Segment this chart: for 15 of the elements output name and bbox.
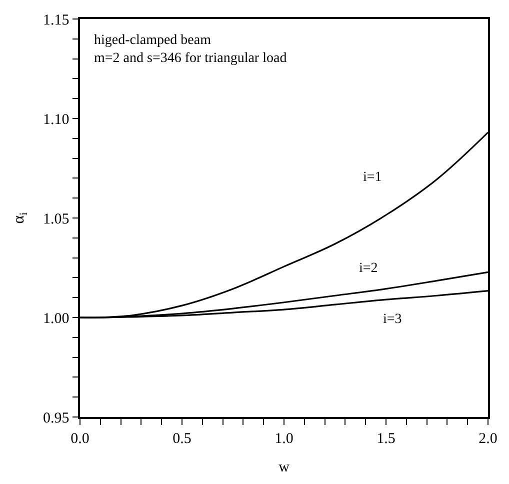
annotation: higed-clamped beam m=2 and s=346 for triangular load — [94, 33, 287, 66]
y-tick-label: 1.00 — [43, 310, 70, 327]
y-tick-label: 1.15 — [43, 12, 70, 28]
y-tick-label: 0.95 — [43, 410, 70, 426]
x-tick-label: 0.5 — [172, 430, 192, 447]
x-tick-label: 1.5 — [376, 430, 396, 447]
series-label: i=2 — [359, 261, 378, 276]
y-tick-label: 1.10 — [43, 112, 70, 128]
x-axis-title: w — [278, 459, 290, 476]
x-tick-label: 1.0 — [274, 430, 294, 447]
y-tick-label: 1.05 — [43, 211, 70, 228]
series-label: i=1 — [363, 170, 382, 185]
x-tick-label: 2.0 — [478, 430, 498, 447]
x-tick-label: 0.0 — [70, 430, 90, 447]
series-label: i=3 — [383, 312, 402, 327]
